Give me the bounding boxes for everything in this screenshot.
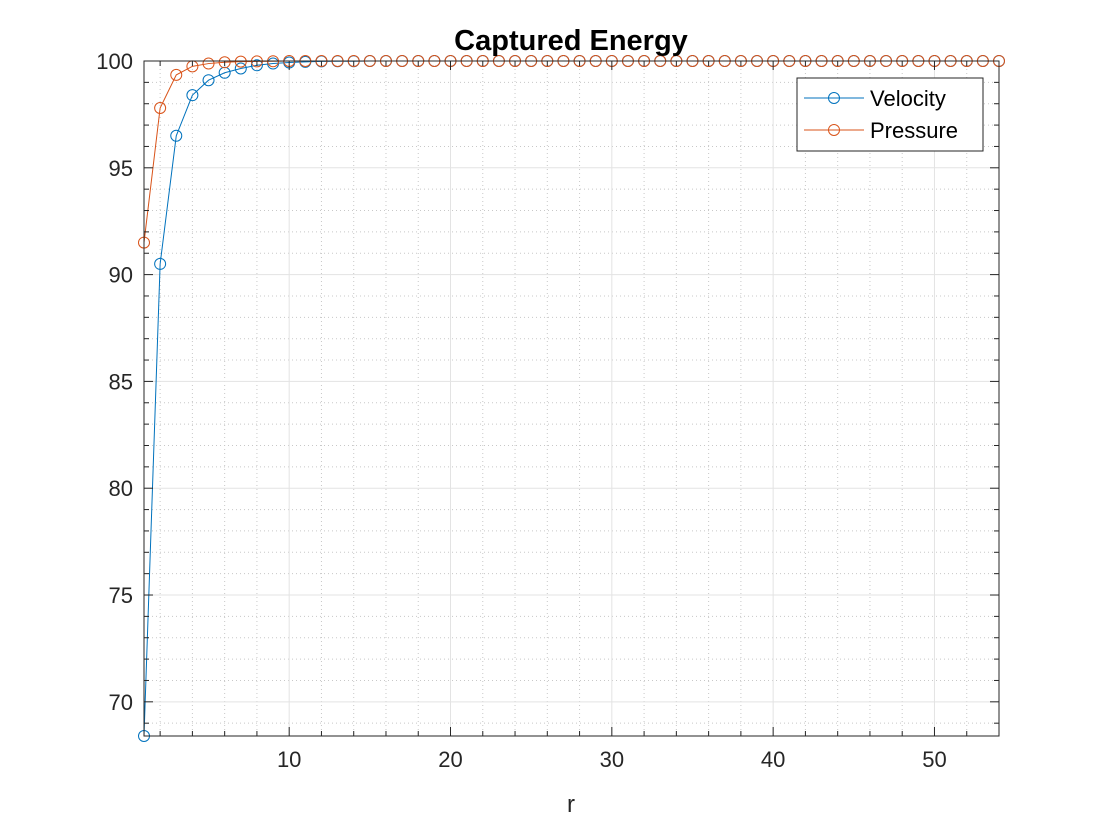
pressure-point	[170, 68, 183, 81]
velocity-point	[202, 74, 215, 87]
x-tick-label: 20	[438, 747, 462, 772]
x-tick-label: 50	[922, 747, 946, 772]
y-tick-label: 80	[109, 476, 133, 501]
x-tick-label: 10	[277, 747, 301, 772]
y-tick-label: 95	[109, 156, 133, 181]
y-tick-label: 85	[109, 369, 133, 394]
major-grid	[144, 60, 999, 736]
legend-pressure-marker	[828, 124, 840, 136]
y-tick-label: 75	[109, 583, 133, 608]
y-tick-label: 70	[109, 690, 133, 715]
legend-box	[796, 77, 984, 152]
y-tick-label: 90	[109, 263, 133, 288]
legend: Velocity Pressure	[796, 77, 984, 152]
plot-area	[144, 61, 999, 736]
velocity-point	[170, 129, 183, 142]
velocity-point	[250, 59, 263, 72]
pressure-point	[154, 101, 167, 114]
pressure-point	[234, 55, 247, 68]
pressure-point	[202, 57, 215, 70]
x-axis-label: r	[567, 791, 575, 818]
y-tick-labels: 70 75 80 85 90 95 100	[96, 49, 133, 715]
chart-title: Captured Energy	[454, 25, 688, 57]
legend-velocity-marker	[828, 92, 840, 104]
velocity-point	[234, 62, 247, 75]
x-tick-label: 40	[761, 747, 785, 772]
x-tick-label: 30	[600, 747, 624, 772]
legend-pressure-label: Pressure	[870, 118, 958, 143]
tick-marks	[144, 60, 1000, 736]
pressure-point	[218, 56, 231, 69]
y-tick-label: 100	[96, 49, 133, 74]
velocity-point	[186, 89, 199, 102]
legend-velocity-label: Velocity	[870, 86, 946, 111]
axes-box	[143, 60, 1000, 737]
x-tick-labels: 10 20 30 40 50	[277, 747, 947, 772]
velocity-point	[154, 257, 167, 270]
velocity-point	[218, 66, 231, 79]
